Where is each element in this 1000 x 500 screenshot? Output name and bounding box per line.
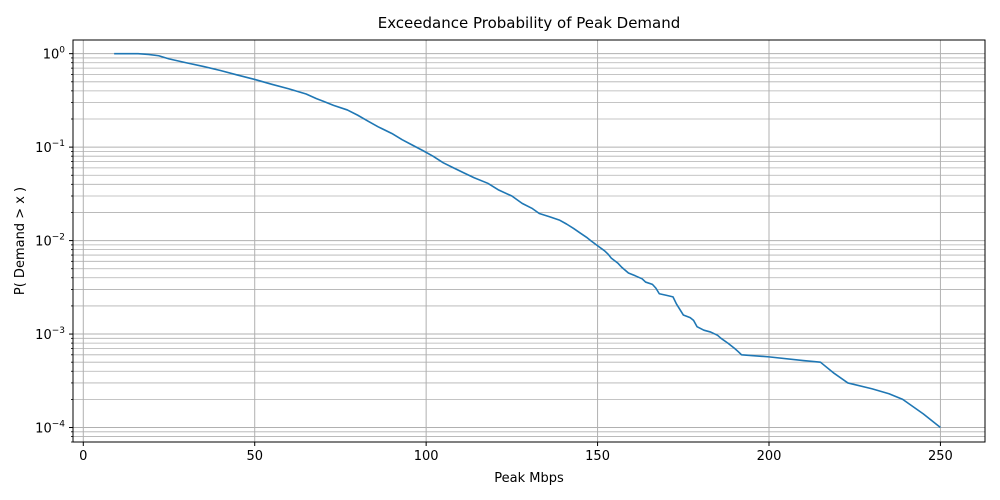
plot-area bbox=[114, 52, 941, 429]
x-tick-label: 100 bbox=[414, 449, 439, 464]
grid bbox=[73, 40, 985, 443]
x-tick-label: 250 bbox=[928, 449, 953, 464]
y-axis-label: P( Demand > x ) bbox=[13, 187, 28, 295]
chart-title: Exceedance Probability of Peak Demand bbox=[378, 14, 681, 32]
y-tick-label: 10−1 bbox=[35, 139, 65, 156]
x-tick-label: 50 bbox=[246, 449, 263, 464]
x-tick-label: 0 bbox=[79, 449, 87, 464]
ticks: 0 50 100 150 200 250 10−4 10−3 10−2 10−1 100 bbox=[35, 46, 953, 464]
x-tick-label: 200 bbox=[757, 449, 782, 464]
y-tick-label: 10−2 bbox=[35, 233, 65, 250]
exceedance-curve bbox=[114, 52, 941, 429]
x-tick-label: 150 bbox=[585, 449, 610, 464]
x-axis-label: Peak Mbps bbox=[494, 471, 564, 486]
y-tick-label: 10−3 bbox=[35, 326, 65, 343]
y-tick-label: 100 bbox=[43, 46, 66, 63]
y-tick-label: 10−4 bbox=[35, 420, 65, 437]
